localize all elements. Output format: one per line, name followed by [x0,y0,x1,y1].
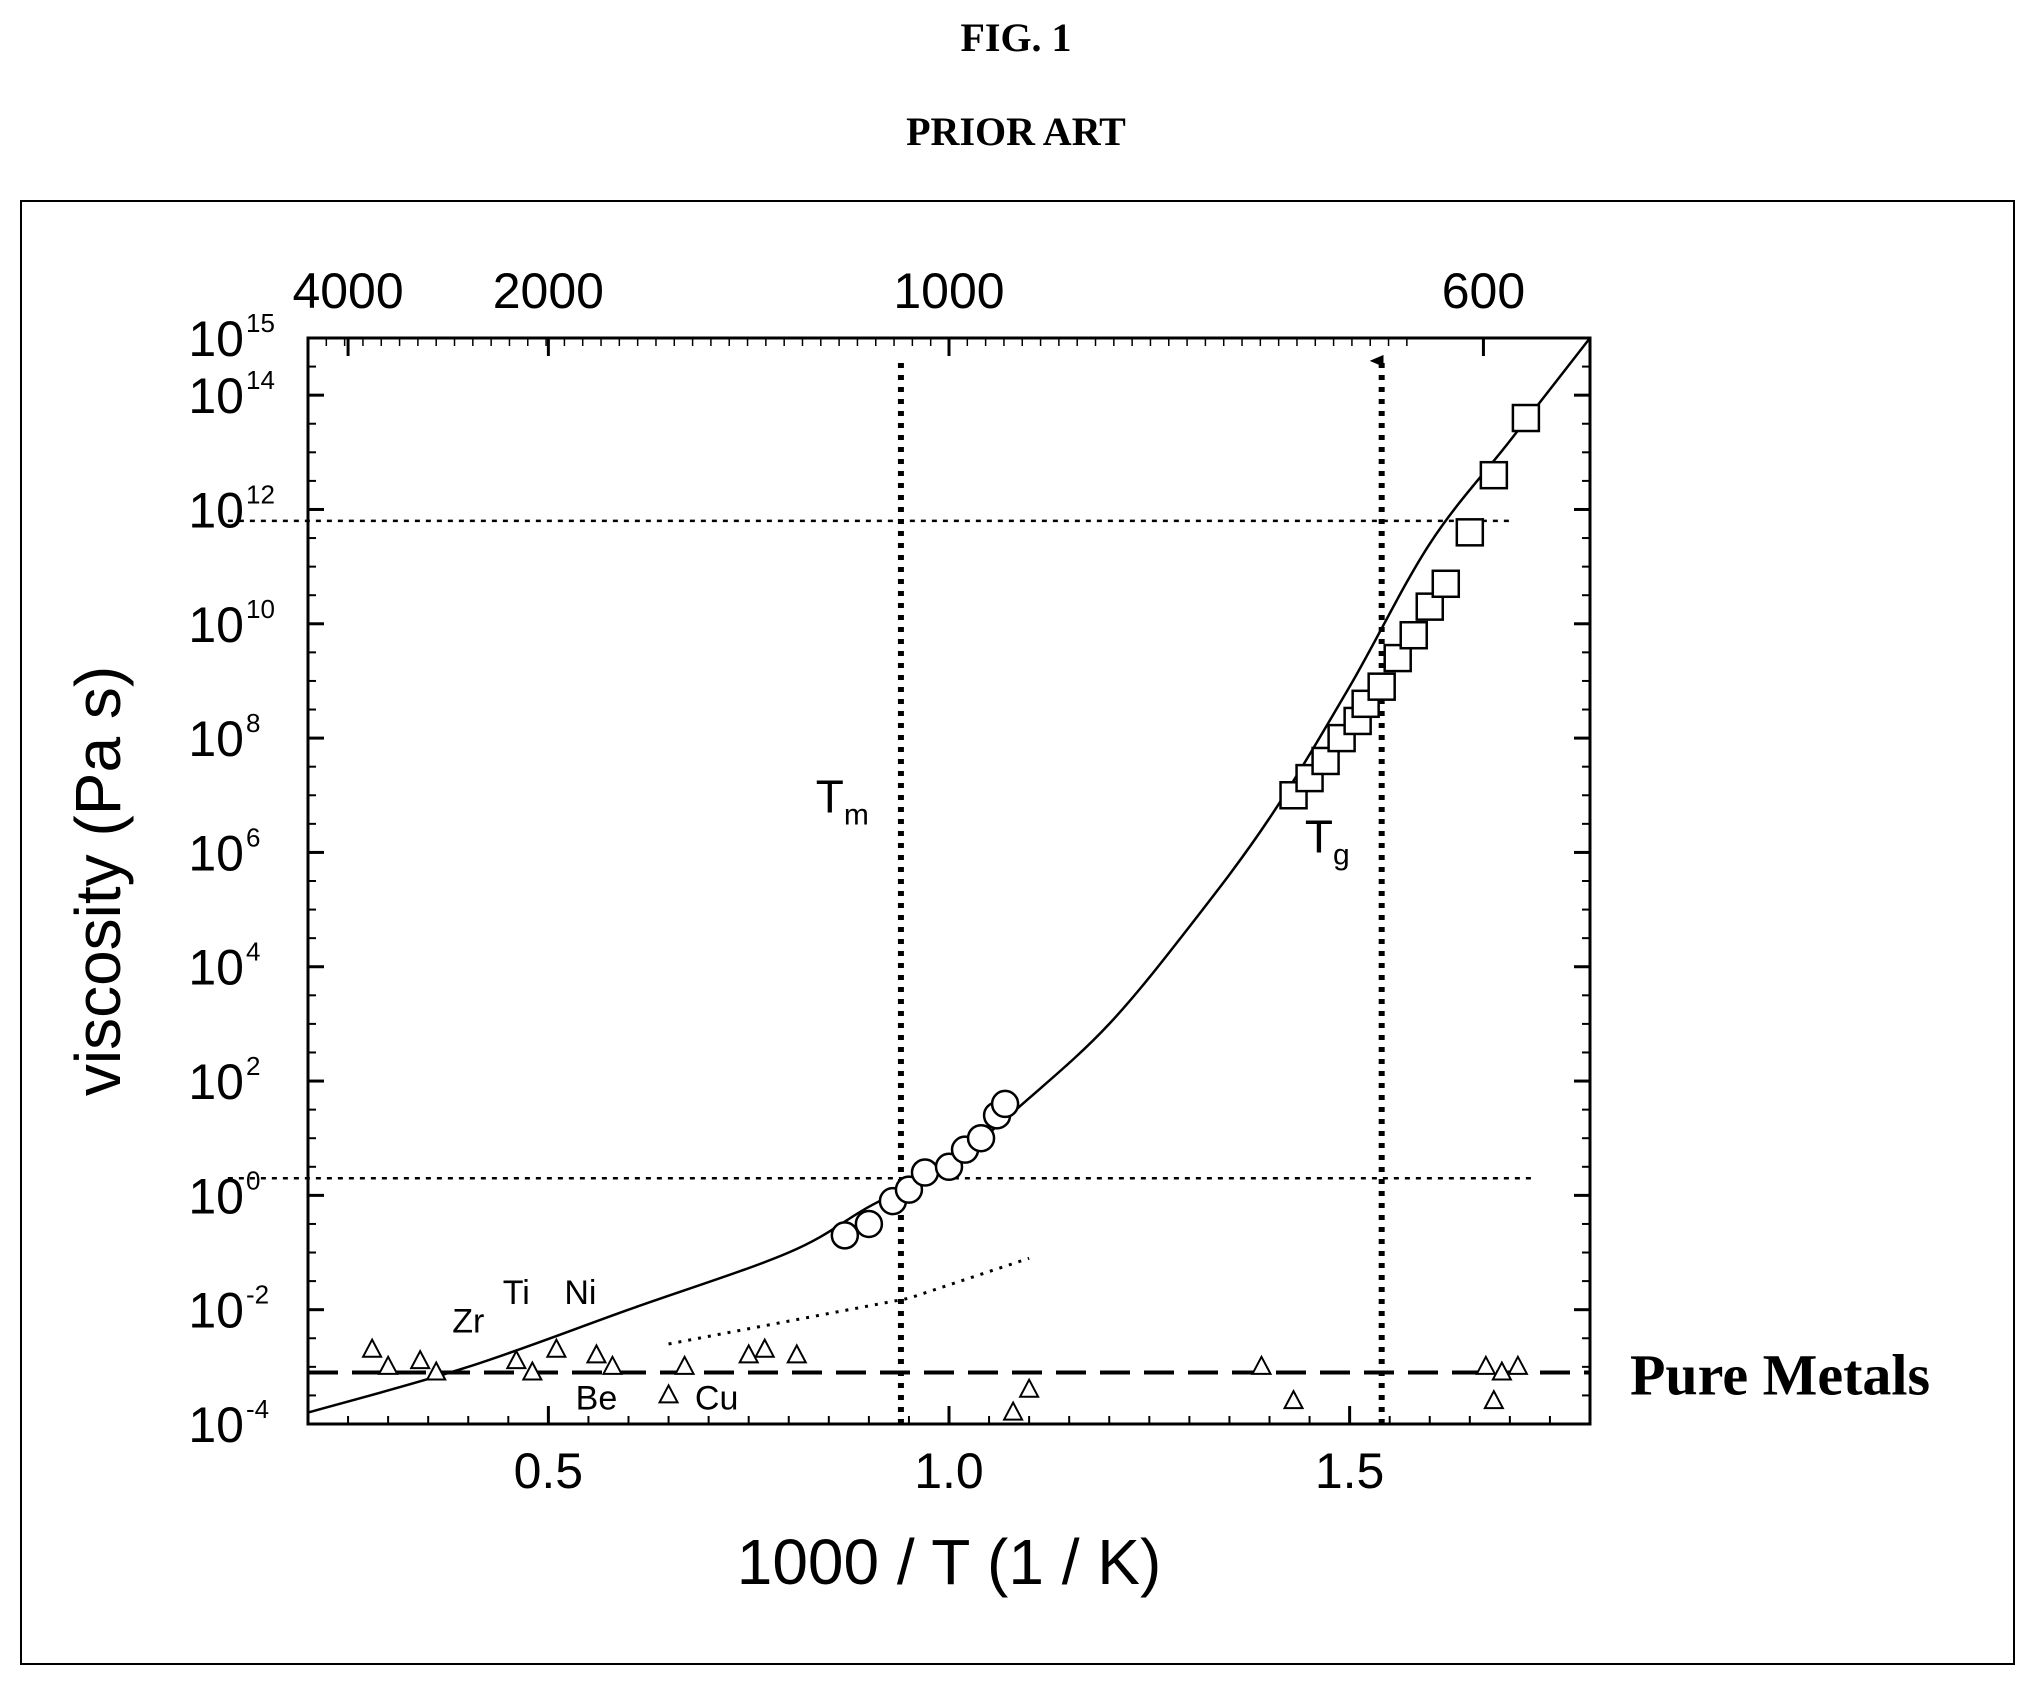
square-point [1455,518,1485,547]
triangle-point [1483,1388,1505,1410]
figure-subtitle: PRIOR ART [906,109,1126,154]
pure-metals-label: Pure Metals [1630,1343,1930,1408]
circle-point [966,1123,996,1153]
triangle-point [585,1343,608,1364]
square-point [1311,746,1340,776]
labels: 1000 / T (1 / K) viscosity (Pa s) Tm Tg Zr Ti… [62,666,1930,1598]
x-tick-label: 1.0 [914,1443,984,1499]
y-tick-exponent: 0 [246,1165,260,1195]
triangle-point [521,1360,544,1381]
y-axis-label: viscosity (Pa s) [62,666,134,1096]
fit-curve [307,337,1591,1414]
fit-curve-group [307,337,1591,1414]
triangle-point [1282,1388,1305,1410]
top-tick-label: 2000 [493,263,604,319]
y-tick-exponent: 2 [246,1051,260,1081]
annotation-ni: Ni [564,1274,596,1312]
triangle-point [786,1343,808,1364]
annotation-tm: Tm [816,770,869,831]
y-tick-exponent: -4 [246,1394,269,1424]
dotted-trend-line [668,1256,1030,1346]
y-tick-exponent: -2 [246,1280,269,1310]
circle-point [934,1152,964,1182]
y-tick-label: 10 [188,940,244,996]
y-tick-label: 10 [188,597,244,653]
y-tick-exponent: 15 [246,308,275,338]
y-tick-label: 10 [188,1397,244,1453]
triangle-point [361,1337,383,1358]
y-tick-exponent: 6 [246,822,260,852]
triangle-point [657,1383,680,1404]
square-point [1399,620,1428,650]
circle-point [830,1221,860,1250]
triangle-point [425,1360,447,1381]
x-tick-label: 1.5 [1315,1443,1385,1499]
annotation-zr: Zr [452,1303,484,1341]
triangle-point [754,1337,776,1358]
circle-point [854,1209,884,1239]
y-tick-label: 10 [188,711,244,767]
y-tick-label: 10 [188,825,244,881]
triangle-point [377,1354,399,1375]
data-points [361,403,1541,1421]
y-tick-label: 10 [188,482,244,538]
y-tick-label: 10 [188,368,244,424]
square-point [1383,643,1412,673]
top-tick-label: 1000 [893,263,1004,319]
triangle-point [545,1337,568,1358]
triangle-point [738,1343,760,1364]
annotation-tg: Tg [1305,810,1350,871]
circle-point [910,1158,940,1187]
triangle-point [601,1354,624,1375]
figure-frame [20,200,2015,1665]
y-tick-label: 10 [188,1283,244,1339]
x-axis-label: 1000 / T (1 / K) [737,1526,1162,1598]
y-tick-label: 10 [188,1054,244,1110]
annotation-ti: Ti [503,1274,530,1312]
triangle-point [409,1348,431,1370]
triangle-point [1475,1354,1497,1375]
circle-point [990,1089,1020,1119]
square-point [1431,569,1461,599]
annotation-cu: Cu [695,1380,738,1418]
triangle-point [1250,1354,1273,1375]
triangle-point [505,1348,527,1370]
x-tick-label: 0.5 [514,1443,584,1499]
plot-area [306,336,1592,1426]
top-tick-label: 4000 [292,263,403,319]
y-tick-exponent: 4 [246,937,260,967]
square-point [1511,403,1541,433]
triangle-point [1002,1400,1024,1421]
triangle-point [1018,1377,1040,1398]
reference-lines [227,354,1590,1424]
y-tick-exponent: 10 [246,594,275,624]
annotation-be: Be [576,1380,618,1418]
top-tick-label: 600 [1442,263,1525,319]
triangle-point [1507,1354,1529,1375]
triangle-point [673,1354,696,1375]
y-tick-exponent: 12 [246,479,275,509]
square-point [1351,689,1380,719]
y-tick-exponent: 8 [246,708,260,738]
square-point [1479,460,1509,490]
y-tick-exponent: 14 [246,365,275,395]
y-tick-label: 10 [188,1168,244,1224]
square-point [1367,672,1396,701]
triangle-point [1491,1360,1513,1381]
figure-number: FIG. 1 [960,15,1072,60]
circle-point [894,1175,924,1204]
y-tick-label: 10 [188,311,244,367]
